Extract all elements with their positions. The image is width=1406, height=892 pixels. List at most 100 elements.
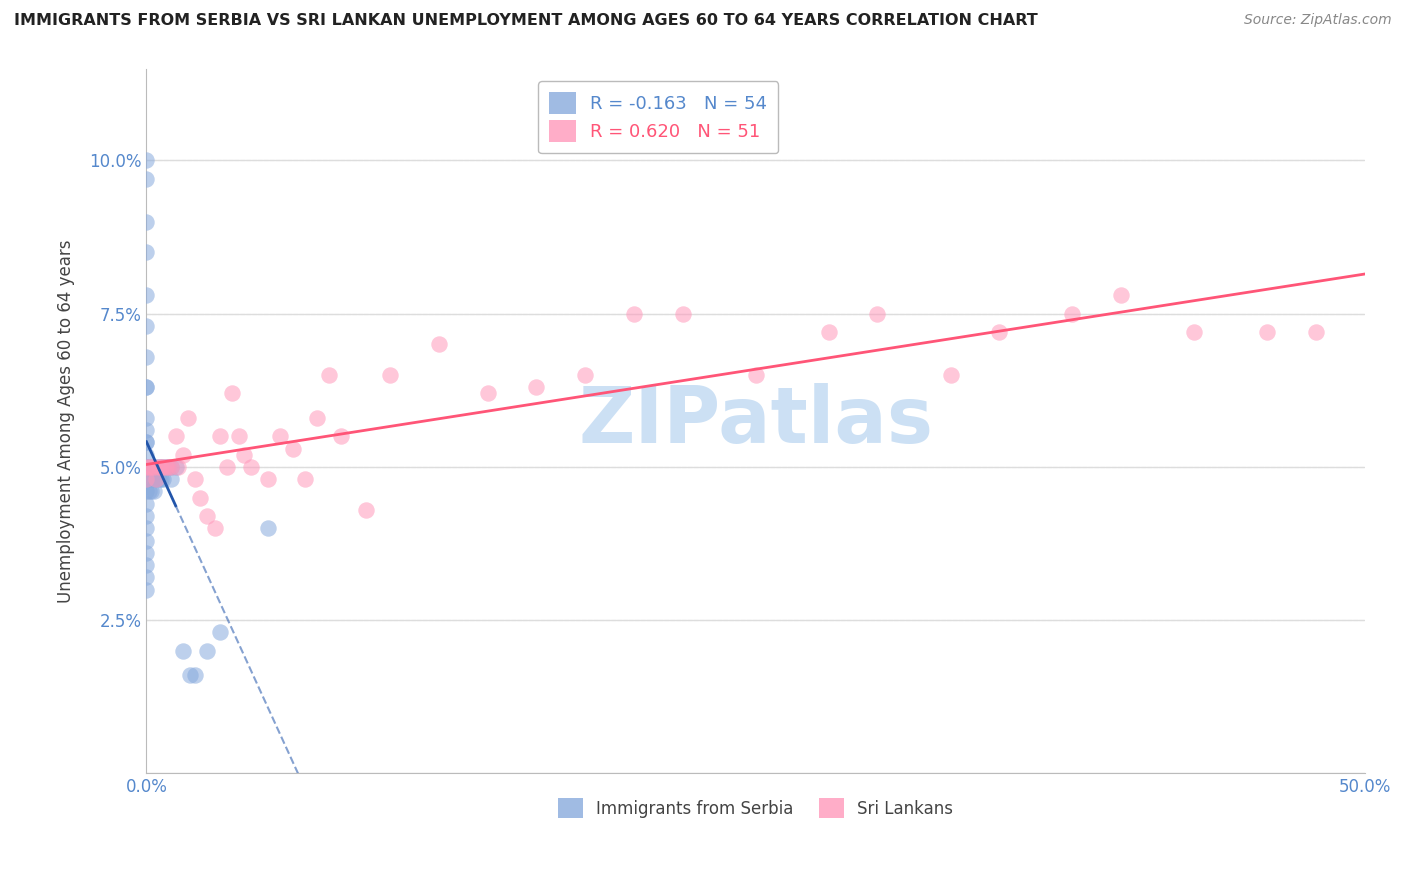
Point bbox=[141, 459, 163, 474]
Point bbox=[215, 459, 238, 474]
Point bbox=[184, 472, 207, 486]
Point bbox=[150, 459, 173, 474]
Text: ZIPatlas: ZIPatlas bbox=[578, 383, 934, 459]
Point bbox=[281, 442, 304, 456]
Point bbox=[135, 497, 157, 511]
Point bbox=[150, 459, 173, 474]
Point bbox=[152, 472, 174, 486]
Point bbox=[427, 337, 450, 351]
Point bbox=[135, 448, 157, 462]
Point bbox=[378, 368, 401, 382]
Point bbox=[1305, 325, 1327, 339]
Point bbox=[135, 459, 157, 474]
Point bbox=[135, 582, 157, 597]
Point bbox=[939, 368, 962, 382]
Point bbox=[135, 558, 157, 572]
Point bbox=[1182, 325, 1205, 339]
Point bbox=[155, 459, 177, 474]
Point bbox=[172, 644, 194, 658]
Y-axis label: Unemployment Among Ages 60 to 64 years: Unemployment Among Ages 60 to 64 years bbox=[58, 239, 75, 603]
Point bbox=[1256, 325, 1278, 339]
Point bbox=[145, 459, 167, 474]
Text: IMMIGRANTS FROM SERBIA VS SRI LANKAN UNEMPLOYMENT AMONG AGES 60 TO 64 YEARS CORR: IMMIGRANTS FROM SERBIA VS SRI LANKAN UNE… bbox=[14, 13, 1038, 29]
Point bbox=[135, 508, 157, 523]
Point bbox=[866, 307, 889, 321]
Point bbox=[165, 459, 187, 474]
Point bbox=[177, 411, 200, 425]
Point bbox=[135, 546, 157, 560]
Point bbox=[330, 429, 353, 443]
Point bbox=[165, 429, 187, 443]
Point bbox=[157, 459, 180, 474]
Point bbox=[135, 459, 157, 474]
Point bbox=[188, 491, 211, 505]
Point bbox=[354, 503, 377, 517]
Point bbox=[135, 350, 157, 364]
Point bbox=[195, 644, 218, 658]
Point bbox=[167, 459, 190, 474]
Point bbox=[145, 472, 167, 486]
Point bbox=[135, 484, 157, 499]
Point bbox=[817, 325, 839, 339]
Point bbox=[135, 423, 157, 437]
Point bbox=[257, 521, 280, 535]
Point bbox=[135, 318, 157, 333]
Point bbox=[135, 153, 157, 168]
Legend: Immigrants from Serbia, Sri Lankans: Immigrants from Serbia, Sri Lankans bbox=[551, 791, 960, 825]
Point bbox=[988, 325, 1011, 339]
Point bbox=[574, 368, 596, 382]
Point bbox=[159, 472, 181, 486]
Point bbox=[148, 459, 170, 474]
Point bbox=[240, 459, 263, 474]
Point bbox=[221, 386, 243, 401]
Point bbox=[135, 521, 157, 535]
Point bbox=[184, 668, 207, 682]
Point bbox=[142, 484, 165, 499]
Point bbox=[135, 215, 157, 229]
Point bbox=[204, 521, 226, 535]
Point bbox=[135, 533, 157, 548]
Point bbox=[135, 411, 157, 425]
Point bbox=[135, 472, 157, 486]
Point bbox=[159, 459, 181, 474]
Point bbox=[138, 472, 160, 486]
Point bbox=[135, 380, 157, 394]
Point bbox=[1109, 288, 1132, 302]
Point bbox=[744, 368, 766, 382]
Point bbox=[142, 459, 165, 474]
Point bbox=[141, 484, 163, 499]
Point bbox=[141, 459, 163, 474]
Point bbox=[138, 484, 160, 499]
Point bbox=[141, 472, 163, 486]
Point bbox=[142, 472, 165, 486]
Point bbox=[135, 245, 157, 260]
Point bbox=[135, 472, 157, 486]
Point bbox=[135, 288, 157, 302]
Point bbox=[135, 435, 157, 450]
Point bbox=[152, 459, 174, 474]
Point bbox=[152, 459, 174, 474]
Point bbox=[135, 172, 157, 186]
Point bbox=[135, 570, 157, 584]
Point bbox=[148, 459, 170, 474]
Point bbox=[195, 508, 218, 523]
Point bbox=[159, 459, 181, 474]
Text: Source: ZipAtlas.com: Source: ZipAtlas.com bbox=[1244, 13, 1392, 28]
Point bbox=[135, 380, 157, 394]
Point bbox=[257, 472, 280, 486]
Point bbox=[305, 411, 328, 425]
Point bbox=[145, 472, 167, 486]
Point bbox=[318, 368, 340, 382]
Point bbox=[1062, 307, 1084, 321]
Point bbox=[138, 459, 160, 474]
Point bbox=[157, 459, 180, 474]
Point bbox=[524, 380, 547, 394]
Point bbox=[138, 459, 160, 474]
Point bbox=[135, 435, 157, 450]
Point bbox=[232, 448, 254, 462]
Point bbox=[294, 472, 316, 486]
Point bbox=[228, 429, 250, 443]
Point bbox=[477, 386, 499, 401]
Point bbox=[150, 472, 173, 486]
Point bbox=[172, 448, 194, 462]
